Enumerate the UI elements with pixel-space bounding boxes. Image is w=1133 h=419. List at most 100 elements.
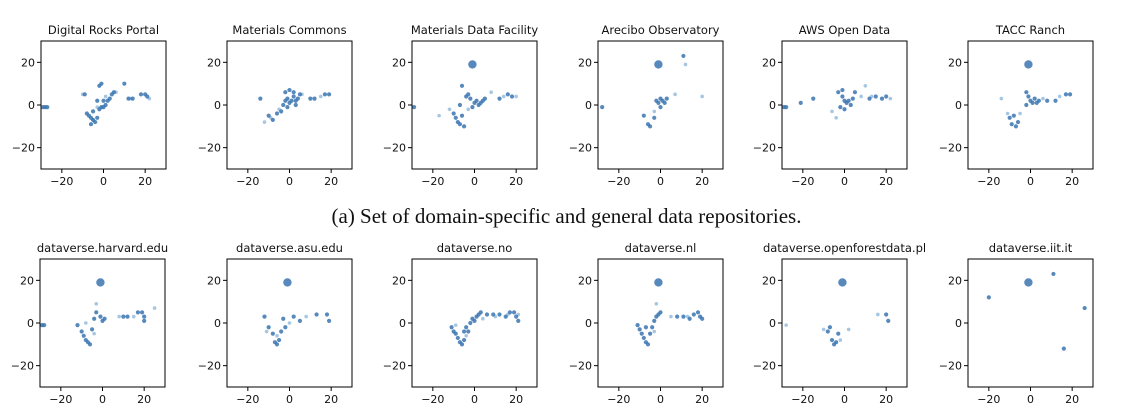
scatter-point-light (262, 120, 267, 124)
scatter-point-light (999, 96, 1004, 101)
y-tick-label: −20 (383, 360, 406, 373)
scatter-point (139, 310, 145, 315)
scatter-point (1030, 100, 1035, 105)
scatter-point (867, 96, 872, 101)
y-tick-label: −20 (939, 142, 962, 155)
axes-frame (967, 40, 1094, 170)
x-tick-label: 0 (286, 175, 293, 188)
scatter-point (82, 92, 87, 97)
scatter-point-light (876, 312, 880, 317)
scatter-point (95, 115, 100, 120)
scatter-point (664, 96, 669, 101)
scatter-point (455, 335, 460, 341)
scatter-point (1007, 115, 1012, 120)
scatter-point (45, 105, 50, 110)
y-tick-label: −20 (569, 142, 592, 155)
y-tick-label: 20 (948, 56, 962, 69)
y-tick-label: 20 (21, 56, 35, 69)
scatter-point (511, 310, 517, 315)
axes-frame (411, 40, 538, 170)
scatter-panel-3: Materials Data Facility −20 0 20 −20 0 20 (383, 23, 539, 188)
x-tick-label: 0 (471, 175, 478, 188)
scatter-point (484, 312, 490, 317)
scatter-point (266, 325, 271, 330)
x-tick-label: 0 (1027, 175, 1034, 188)
scatter-point (461, 337, 467, 343)
scatter-point (652, 318, 657, 323)
scatter-point (99, 81, 104, 86)
scatter-point (848, 102, 853, 108)
scatter-point (314, 312, 319, 317)
scatter-point (641, 335, 646, 341)
scatter-point (291, 94, 296, 99)
scatter-point (121, 314, 126, 319)
axes-frame (39, 258, 166, 388)
scatter-point (466, 92, 471, 97)
scatter-point (457, 102, 463, 108)
scatter-point (266, 113, 271, 118)
points-group (262, 278, 332, 347)
scatter-point-light (846, 327, 851, 332)
scatter-point (138, 92, 144, 97)
x-tick-label: 0 (841, 393, 848, 406)
points-group (782, 84, 893, 120)
scatter-point (79, 329, 84, 334)
x-tick-label: 0 (471, 393, 478, 406)
scatter-point (478, 310, 483, 315)
scatter-point (645, 342, 651, 347)
x-tick-label: 0 (1027, 393, 1034, 406)
scatter-point (691, 312, 696, 317)
points-group (784, 278, 891, 347)
scatter-panel-9: dataverse.no −20 0 20 −20 0 20 (383, 241, 538, 406)
x-tick-label: 20 (324, 175, 338, 188)
points-group (40, 278, 157, 347)
scatter-point (289, 98, 294, 103)
scatter-point (1013, 124, 1019, 129)
scatter-point (811, 96, 816, 101)
y-tick-label: 0 (399, 317, 406, 330)
x-tick-label: 20 (1065, 175, 1079, 188)
scatter-point-light (94, 302, 99, 306)
y-tick-label: −20 (939, 360, 962, 373)
scatter-cluster-point (468, 60, 477, 69)
scatter-point (516, 318, 521, 323)
y-tick-label: 20 (207, 56, 221, 69)
scatter-point (637, 327, 642, 332)
scatter-point (453, 331, 458, 336)
scatter-point (700, 316, 705, 321)
scatter-point (468, 96, 473, 101)
panel-title: TACC Ranch (995, 23, 1065, 37)
scatter-point (102, 316, 107, 321)
y-tick-label: −20 (569, 360, 592, 373)
scatter-point (258, 96, 263, 101)
scatter-point-light (838, 338, 843, 342)
x-tick-label: 20 (509, 393, 523, 406)
axes-frame (411, 258, 538, 388)
scatter-point (103, 102, 108, 108)
scatter-cluster-point (1024, 278, 1033, 287)
panel-title: dataverse.iit.it (989, 241, 1073, 255)
scatter-point (1036, 98, 1041, 103)
scatter-point-light (131, 314, 136, 319)
scatter-point (834, 340, 839, 345)
scatter-point (1024, 90, 1029, 95)
scatter-point-light (489, 90, 493, 94)
y-tick-label: 0 (214, 99, 221, 112)
scatter-point (451, 111, 456, 116)
x-tick-label: −20 (421, 175, 444, 188)
scatter-point (1026, 94, 1031, 99)
scatter-point (1051, 271, 1056, 277)
scatter-point-light (1057, 94, 1062, 99)
y-tick-label: −20 (753, 142, 776, 155)
y-tick-label: 0 (585, 99, 592, 112)
scatter-point (42, 323, 47, 328)
scatter-point (279, 329, 284, 334)
scatter-point (641, 113, 646, 118)
scatter-point (1082, 305, 1087, 311)
scatter-point (986, 295, 991, 300)
axes-frame (226, 40, 353, 170)
scatter-point (295, 96, 300, 101)
scatter-panel-5: AWS Open Data −20 0 20 −20 0 20 (753, 23, 908, 188)
scatter-cluster-point (1024, 60, 1033, 69)
panel-title: Materials Commons (232, 23, 346, 37)
